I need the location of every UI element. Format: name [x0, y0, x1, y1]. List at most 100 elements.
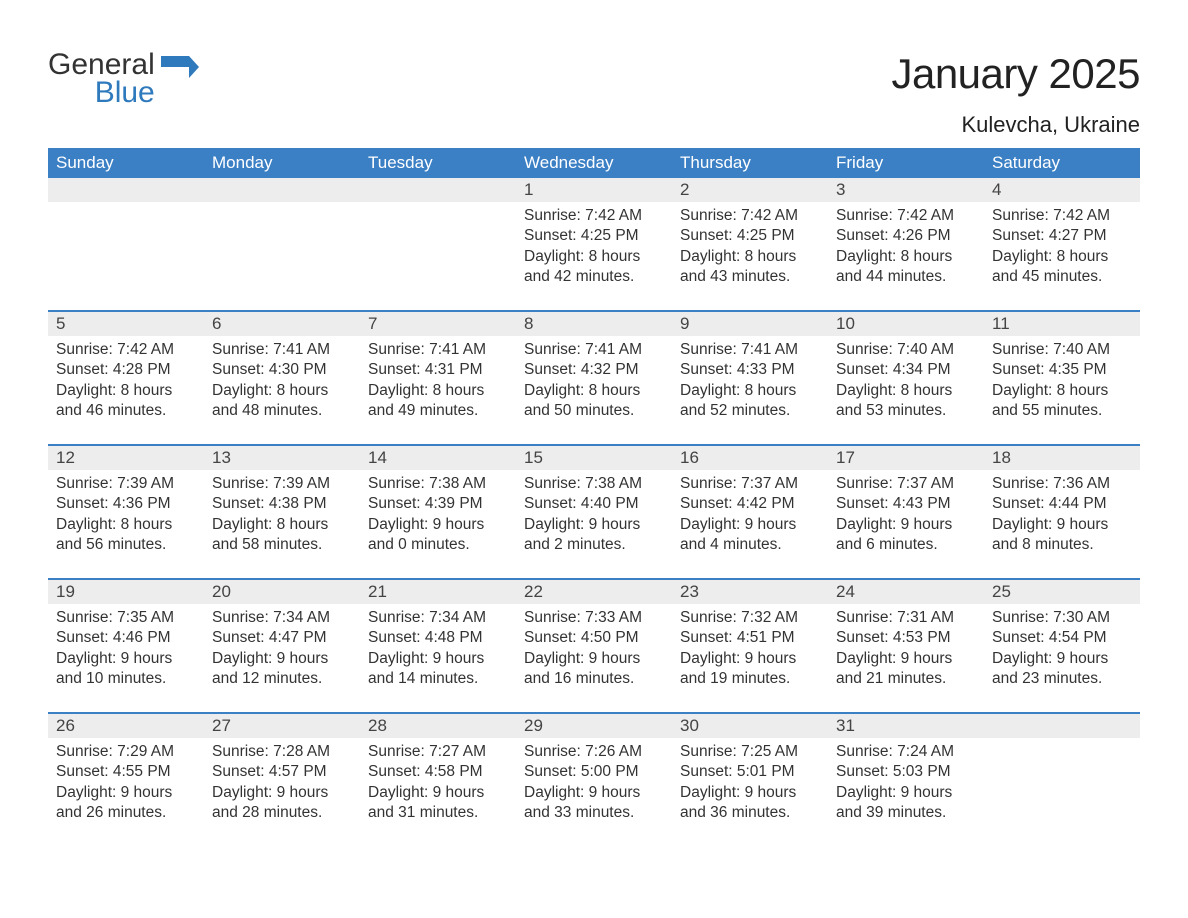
day-body: Sunrise: 7:37 AMSunset: 4:43 PMDaylight:… [828, 470, 984, 562]
day-cell: 8Sunrise: 7:41 AMSunset: 4:32 PMDaylight… [516, 312, 672, 444]
day-body: Sunrise: 7:37 AMSunset: 4:42 PMDaylight:… [672, 470, 828, 562]
day-body: Sunrise: 7:39 AMSunset: 4:36 PMDaylight:… [48, 470, 204, 562]
location-label: Kulevcha, Ukraine [891, 112, 1140, 138]
sunset-text: Sunset: 4:35 PM [992, 360, 1132, 380]
sunset-text: Sunset: 4:32 PM [524, 360, 664, 380]
sunset-text: Sunset: 5:01 PM [680, 762, 820, 782]
daylight-text: Daylight: 9 hours and 21 minutes. [836, 649, 976, 690]
day-number: 24 [828, 580, 984, 604]
daylight-text: Daylight: 9 hours and 26 minutes. [56, 783, 196, 824]
sunrise-text: Sunrise: 7:38 AM [524, 474, 664, 494]
day-body: Sunrise: 7:27 AMSunset: 4:58 PMDaylight:… [360, 738, 516, 830]
day-number: 26 [48, 714, 204, 738]
month-title: January 2025 [891, 50, 1140, 98]
dow-cell: Thursday [672, 148, 828, 178]
day-number: 22 [516, 580, 672, 604]
sunset-text: Sunset: 4:25 PM [524, 226, 664, 246]
sunset-text: Sunset: 4:42 PM [680, 494, 820, 514]
day-body: Sunrise: 7:34 AMSunset: 4:47 PMDaylight:… [204, 604, 360, 696]
day-body: Sunrise: 7:30 AMSunset: 4:54 PMDaylight:… [984, 604, 1140, 696]
sunrise-text: Sunrise: 7:37 AM [680, 474, 820, 494]
day-body: Sunrise: 7:40 AMSunset: 4:35 PMDaylight:… [984, 336, 1140, 428]
day-body: Sunrise: 7:41 AMSunset: 4:33 PMDaylight:… [672, 336, 828, 428]
sunset-text: Sunset: 4:54 PM [992, 628, 1132, 648]
daylight-text: Daylight: 8 hours and 58 minutes. [212, 515, 352, 556]
daylight-text: Daylight: 8 hours and 52 minutes. [680, 381, 820, 422]
sunrise-text: Sunrise: 7:33 AM [524, 608, 664, 628]
daylight-text: Daylight: 9 hours and 6 minutes. [836, 515, 976, 556]
day-number: 6 [204, 312, 360, 336]
sunrise-text: Sunrise: 7:40 AM [836, 340, 976, 360]
day-body: Sunrise: 7:38 AMSunset: 4:40 PMDaylight:… [516, 470, 672, 562]
daylight-text: Daylight: 9 hours and 0 minutes. [368, 515, 508, 556]
day-body: Sunrise: 7:35 AMSunset: 4:46 PMDaylight:… [48, 604, 204, 696]
daylight-text: Daylight: 9 hours and 16 minutes. [524, 649, 664, 690]
day-number: 16 [672, 446, 828, 470]
daylight-text: Daylight: 9 hours and 19 minutes. [680, 649, 820, 690]
daylight-text: Daylight: 9 hours and 12 minutes. [212, 649, 352, 690]
sunrise-text: Sunrise: 7:42 AM [680, 206, 820, 226]
daylight-text: Daylight: 9 hours and 10 minutes. [56, 649, 196, 690]
day-number: 19 [48, 580, 204, 604]
week-row: 1Sunrise: 7:42 AMSunset: 4:25 PMDaylight… [48, 178, 1140, 310]
sunrise-text: Sunrise: 7:41 AM [368, 340, 508, 360]
day-number: 18 [984, 446, 1140, 470]
day-body: Sunrise: 7:32 AMSunset: 4:51 PMDaylight:… [672, 604, 828, 696]
day-cell: 2Sunrise: 7:42 AMSunset: 4:25 PMDaylight… [672, 178, 828, 310]
day-cell: 25Sunrise: 7:30 AMSunset: 4:54 PMDayligh… [984, 580, 1140, 712]
sunset-text: Sunset: 4:27 PM [992, 226, 1132, 246]
daylight-text: Daylight: 9 hours and 14 minutes. [368, 649, 508, 690]
day-body: Sunrise: 7:39 AMSunset: 4:38 PMDaylight:… [204, 470, 360, 562]
day-number: 27 [204, 714, 360, 738]
day-cell: 17Sunrise: 7:37 AMSunset: 4:43 PMDayligh… [828, 446, 984, 578]
sunrise-text: Sunrise: 7:42 AM [992, 206, 1132, 226]
day-number: 21 [360, 580, 516, 604]
day-cell [204, 178, 360, 310]
day-number: 9 [672, 312, 828, 336]
day-cell: 5Sunrise: 7:42 AMSunset: 4:28 PMDaylight… [48, 312, 204, 444]
day-cell: 19Sunrise: 7:35 AMSunset: 4:46 PMDayligh… [48, 580, 204, 712]
sunrise-text: Sunrise: 7:34 AM [212, 608, 352, 628]
week-row: 5Sunrise: 7:42 AMSunset: 4:28 PMDaylight… [48, 310, 1140, 444]
sunrise-text: Sunrise: 7:35 AM [56, 608, 196, 628]
sunrise-text: Sunrise: 7:34 AM [368, 608, 508, 628]
brand-text-block: General Blue [48, 50, 155, 110]
sunrise-text: Sunrise: 7:25 AM [680, 742, 820, 762]
day-number: 15 [516, 446, 672, 470]
sunset-text: Sunset: 4:51 PM [680, 628, 820, 648]
sunrise-text: Sunrise: 7:39 AM [56, 474, 196, 494]
day-number: 31 [828, 714, 984, 738]
day-cell: 12Sunrise: 7:39 AMSunset: 4:36 PMDayligh… [48, 446, 204, 578]
day-body: Sunrise: 7:42 AMSunset: 4:28 PMDaylight:… [48, 336, 204, 428]
day-cell: 6Sunrise: 7:41 AMSunset: 4:30 PMDaylight… [204, 312, 360, 444]
week-row: 19Sunrise: 7:35 AMSunset: 4:46 PMDayligh… [48, 578, 1140, 712]
day-body: Sunrise: 7:42 AMSunset: 4:27 PMDaylight:… [984, 202, 1140, 294]
day-cell: 7Sunrise: 7:41 AMSunset: 4:31 PMDaylight… [360, 312, 516, 444]
day-body: Sunrise: 7:38 AMSunset: 4:39 PMDaylight:… [360, 470, 516, 562]
daylight-text: Daylight: 8 hours and 46 minutes. [56, 381, 196, 422]
sunset-text: Sunset: 4:43 PM [836, 494, 976, 514]
day-body: Sunrise: 7:34 AMSunset: 4:48 PMDaylight:… [360, 604, 516, 696]
day-number: 12 [48, 446, 204, 470]
daylight-text: Daylight: 9 hours and 23 minutes. [992, 649, 1132, 690]
day-cell: 20Sunrise: 7:34 AMSunset: 4:47 PMDayligh… [204, 580, 360, 712]
day-number: 20 [204, 580, 360, 604]
brand-logo: General Blue [48, 50, 199, 110]
sunset-text: Sunset: 4:44 PM [992, 494, 1132, 514]
empty-day-bar [984, 714, 1140, 738]
sunrise-text: Sunrise: 7:32 AM [680, 608, 820, 628]
dow-cell: Tuesday [360, 148, 516, 178]
sunset-text: Sunset: 4:57 PM [212, 762, 352, 782]
day-cell: 22Sunrise: 7:33 AMSunset: 4:50 PMDayligh… [516, 580, 672, 712]
day-cell: 13Sunrise: 7:39 AMSunset: 4:38 PMDayligh… [204, 446, 360, 578]
day-body: Sunrise: 7:33 AMSunset: 4:50 PMDaylight:… [516, 604, 672, 696]
sunrise-text: Sunrise: 7:30 AM [992, 608, 1132, 628]
day-number: 28 [360, 714, 516, 738]
day-cell: 11Sunrise: 7:40 AMSunset: 4:35 PMDayligh… [984, 312, 1140, 444]
day-cell: 30Sunrise: 7:25 AMSunset: 5:01 PMDayligh… [672, 714, 828, 846]
day-cell: 29Sunrise: 7:26 AMSunset: 5:00 PMDayligh… [516, 714, 672, 846]
daylight-text: Daylight: 8 hours and 44 minutes. [836, 247, 976, 288]
sunset-text: Sunset: 4:53 PM [836, 628, 976, 648]
sunrise-text: Sunrise: 7:40 AM [992, 340, 1132, 360]
daylight-text: Daylight: 8 hours and 42 minutes. [524, 247, 664, 288]
